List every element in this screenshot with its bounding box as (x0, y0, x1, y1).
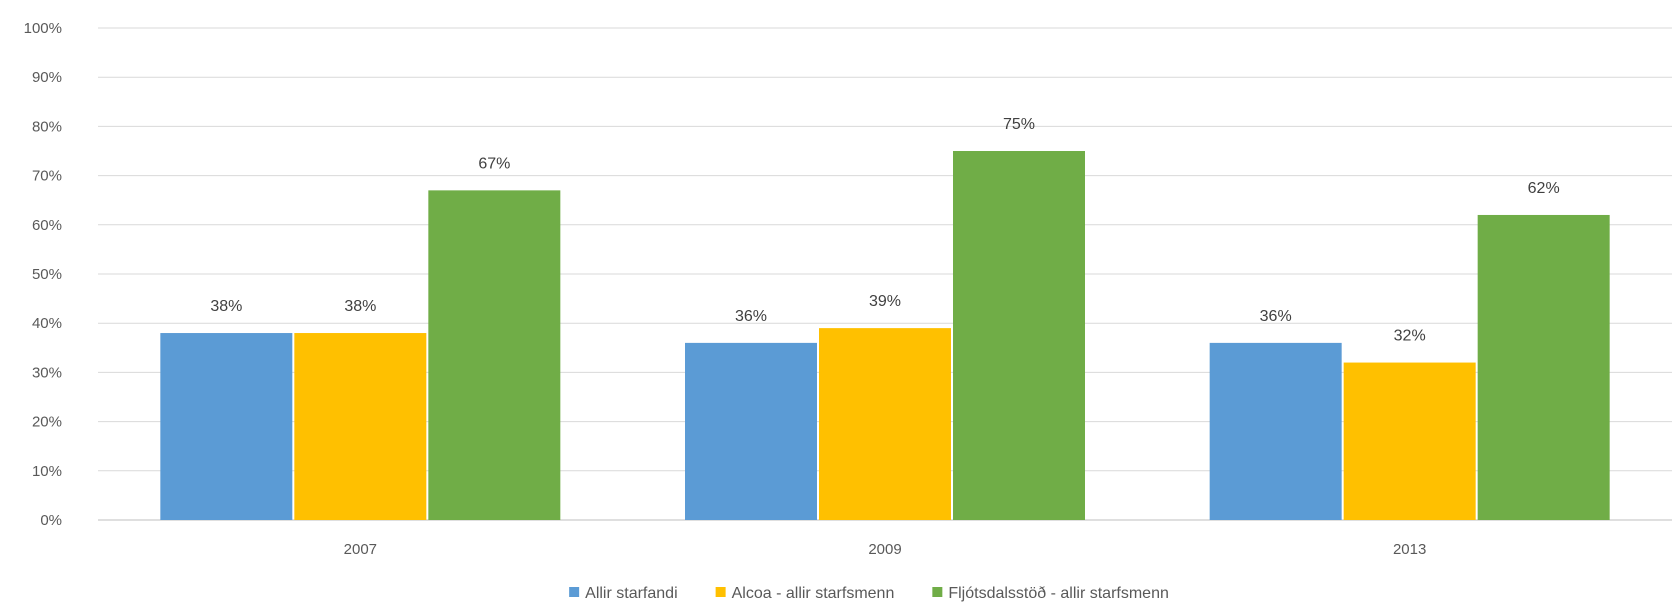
bar-data-label: 32% (1394, 328, 1426, 345)
bar (953, 151, 1085, 520)
y-axis-ticks: 0% 10% 20% 30% 40% 50% 60% 70% 80% 90% 100% (24, 20, 62, 529)
x-tick-label: 2007 (344, 541, 377, 558)
bar-data-label: 38% (344, 298, 376, 315)
legend-label: Alcoa - allir starfsmenn (732, 585, 895, 602)
legend-item: Allir starfandi (569, 585, 678, 602)
bar-data-label: 36% (1260, 308, 1292, 325)
bar-data-label: 36% (735, 308, 767, 325)
y-tick-label: 60% (32, 217, 62, 234)
data-labels: 38% 38% 67% 36% 39% 75% 36% 32% 62% (210, 116, 1559, 345)
y-tick-label: 20% (32, 414, 62, 431)
bar (819, 328, 951, 520)
x-tick-label: 2009 (868, 541, 901, 558)
legend-item: Fljótsdalsstöð - allir starfsmenn (932, 585, 1169, 602)
y-tick-label: 90% (32, 69, 62, 86)
x-tick-label: 2013 (1393, 541, 1426, 558)
y-tick-label: 80% (32, 118, 62, 135)
bar-data-label: 67% (478, 155, 510, 172)
x-axis-ticks: 2007 2009 2013 (344, 541, 1427, 558)
y-tick-label: 30% (32, 364, 62, 381)
bar (1477, 214, 1610, 520)
legend-swatch (715, 587, 726, 597)
legend-swatch (569, 587, 580, 597)
legend-label: Fljótsdalsstöð - allir starfsmenn (948, 585, 1169, 602)
bar (428, 190, 561, 521)
y-tick-label: 50% (32, 266, 62, 283)
bar (1343, 362, 1476, 520)
legend-label: Allir starfandi (585, 585, 677, 602)
bar (685, 342, 817, 520)
bar-data-label: 62% (1528, 180, 1560, 197)
legend: Allir starfandi Alcoa - allir starfsmenn F… (569, 585, 1169, 602)
bar-data-label: 75% (1003, 116, 1035, 133)
y-tick-label: 70% (32, 168, 62, 185)
legend-item: Alcoa - allir starfsmenn (715, 585, 895, 602)
y-tick-label: 100% (24, 20, 62, 37)
y-tick-label: 10% (32, 463, 62, 480)
bar-data-label: 38% (210, 298, 242, 315)
bars (160, 151, 1610, 521)
bar (294, 333, 427, 520)
bar (1209, 342, 1342, 520)
bar-data-label: 39% (869, 293, 901, 310)
y-tick-label: 40% (32, 315, 62, 332)
y-tick-label: 0% (40, 512, 62, 529)
bar (160, 333, 293, 520)
legend-swatch (932, 587, 943, 597)
